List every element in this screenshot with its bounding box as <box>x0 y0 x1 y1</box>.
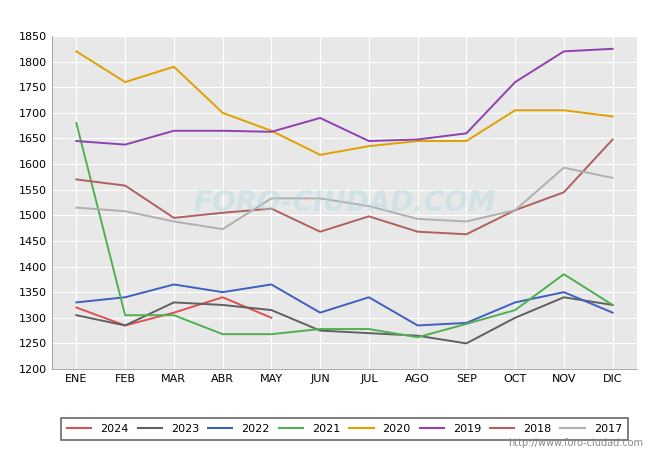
Legend: 2024, 2023, 2022, 2021, 2020, 2019, 2018, 2017: 2024, 2023, 2022, 2021, 2020, 2019, 2018… <box>61 418 628 440</box>
Text: Afiliados en Enguera a 31/5/2024: Afiliados en Enguera a 31/5/2024 <box>187 8 463 26</box>
Text: FORO-CIUDAD.COM: FORO-CIUDAD.COM <box>193 189 496 216</box>
Text: http://www.foro-ciudad.com: http://www.foro-ciudad.com <box>508 438 644 448</box>
